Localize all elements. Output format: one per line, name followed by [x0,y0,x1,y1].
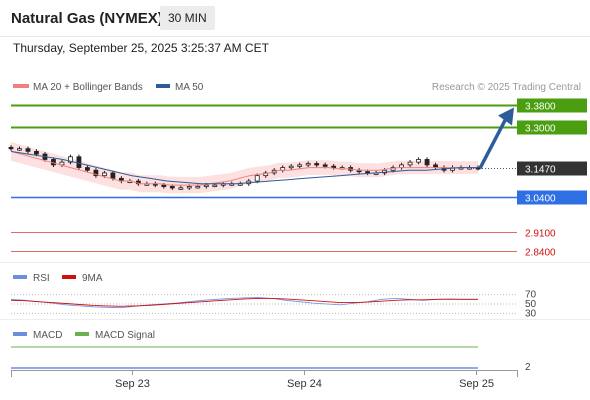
candle-body [331,165,337,169]
chart-header: Natural Gas (NYMEX) 30 MIN [0,0,590,36]
support-label: 3.0400 [525,194,556,205]
ma50-line [10,150,478,185]
candle-body [102,172,107,177]
candle-body [263,172,269,177]
resistance-label-box [517,120,587,135]
candle-body [17,148,22,151]
resistance-label-box [517,98,587,113]
rsi-line [10,297,478,309]
forecast-arrow-head [498,107,514,126]
candle-body [110,172,116,179]
macd-level-label: 2 [525,362,531,373]
candle-body [297,164,303,167]
ma50-legend-swatch [156,84,170,88]
target-label: 2.9100 [525,229,556,240]
timestamp: Thursday, September 25, 2025 3:25:37 AM … [13,41,269,55]
candle-body [254,175,260,182]
candle-body [416,159,421,163]
rsi-legend-swatch [13,275,27,279]
candle-body [34,150,39,155]
candle-body [314,163,320,166]
candle-body [288,165,294,169]
macd-legend-label: MACD [33,330,62,341]
resistance-label: 3.3000 [525,124,556,135]
candle-body [8,146,14,150]
candle-body [212,184,218,187]
ma20-legend-swatch [13,84,29,88]
rsi-legend-label: RSI [33,273,50,284]
support-label-box [517,190,587,205]
current-price-box [517,161,587,176]
candle-body [178,187,184,190]
x-tick-label: Sep 24 [287,378,322,390]
rsi-ma-line [10,297,478,307]
resistance-label: 3.3800 [525,102,556,113]
candle-body [305,163,311,166]
ma20-line [10,150,478,186]
candle-body [93,169,99,177]
current-price-label: 3.1470 [525,165,556,176]
candle-body [169,186,175,189]
rsi-level-label: 70 [525,290,537,301]
copyright-label: Research © 2025 Trading Central [432,82,581,93]
x-tick-label: Sep 23 [115,378,150,390]
candle-body [25,148,31,152]
macd-legend-swatch [13,332,27,336]
candle-body [85,167,90,171]
candle-body [195,186,201,189]
ma50-legend-label: MA 50 [175,82,204,93]
macd-signal-legend-label: MACD Signal [95,330,155,341]
candle-body [365,171,371,174]
candle-body [407,161,413,166]
candle-body [68,156,73,163]
forecast-arrow-shaft [478,117,508,170]
instrument-title: Natural Gas (NYMEX) [11,10,163,27]
rsi-ma-legend-label: 9MA [82,273,103,284]
timeframe-button[interactable]: 30 MIN [160,6,215,30]
macd-signal-legend-swatch [75,332,89,336]
x-tick-label: Sep 25 [459,378,494,390]
rsi-level-label: 30 [525,308,537,319]
candle-body [76,156,82,168]
candle-body [424,159,430,166]
target-label: 2.8400 [525,248,556,259]
ma20-legend-label: MA 20 + Bollinger Bands [33,82,143,93]
candle-body [322,164,328,167]
rsi-ma-legend-swatch [62,275,76,279]
candle-body [203,184,209,187]
candle-body [186,186,192,189]
candle-body [161,184,167,187]
rsi-level-label: 50 [525,299,537,310]
